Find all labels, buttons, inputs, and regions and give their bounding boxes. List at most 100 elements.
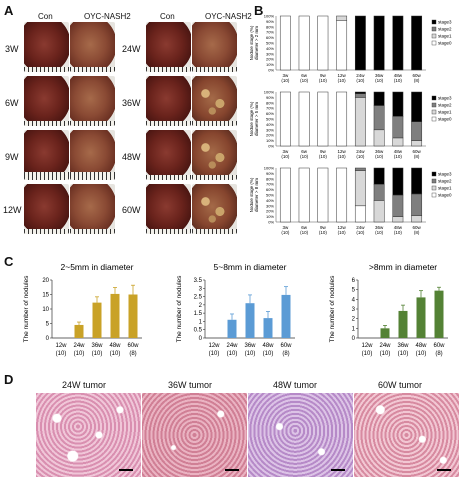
y-tick-label: 40% (266, 122, 274, 127)
legend-swatch-stage3 (431, 95, 437, 101)
x-tick-label: 3w (282, 149, 289, 154)
x-tick-label: 48w (394, 225, 403, 230)
bar-48w (110, 293, 120, 338)
row-label-9w: 9W (5, 152, 19, 162)
bar-36w-stage3 (373, 91, 385, 106)
y-tick-label: 15 (42, 293, 49, 299)
n-label: (10) (300, 78, 309, 83)
n-label: (10) (319, 78, 328, 83)
y-tick-label: 10 (42, 307, 49, 313)
x-tick-label: 36w (375, 225, 384, 230)
y-axis-label: diameter > 8 mm (254, 178, 259, 212)
bar-48w-stage1 (392, 137, 404, 147)
bar-9w-stage0 (317, 91, 329, 147)
panel-b-letter: B (254, 3, 264, 18)
x-tick-label: 24w (356, 73, 365, 78)
n-label: (10) (110, 351, 121, 357)
x-tick-label: 36w (375, 73, 384, 78)
bar-24w-stage2 (354, 93, 366, 98)
legend-swatch-stage0 (431, 116, 437, 122)
x-tick-label: 9w (320, 73, 327, 78)
bar-60w (434, 290, 444, 338)
bar-6w-stage0 (298, 167, 310, 223)
y-tick-label: 3 (352, 307, 356, 313)
chart-title: >8mm in diameter (369, 262, 437, 272)
panel-d-letter: D (4, 372, 14, 387)
n-label: (8) (282, 351, 289, 357)
x-tick-label: 6w (301, 225, 308, 230)
bar-60w-stage3 (411, 167, 423, 195)
y-tick-label: 80% (266, 100, 274, 105)
x-tick-label: 24w (356, 225, 365, 230)
y-tick-label: 0% (268, 220, 274, 225)
n-label: (10) (227, 351, 238, 357)
y-tick-label: 10% (266, 214, 274, 219)
liver-photo-nash-60w (192, 184, 237, 234)
bar-48w-stage2 (392, 194, 404, 217)
row-label-60w: 60W (122, 205, 141, 215)
legend-label-stage1: stage1 (438, 186, 452, 191)
x-tick-label: 3w (282, 225, 289, 230)
x-tick-label: 36w (91, 343, 103, 349)
n-label: (10) (281, 154, 290, 159)
bar-60w-stage1 (411, 140, 423, 147)
legend-label-stage3: stage3 (438, 20, 452, 25)
y-tick-label: 20% (266, 209, 274, 214)
liver-photo-con-12w (24, 184, 69, 234)
bar-chart-C2: 5~8mm in diameter The number of nodules 0 0… (176, 262, 295, 357)
y-tick-label: 70% (266, 182, 274, 187)
scale-bar-36w (225, 469, 239, 471)
legend-swatch-stage2 (431, 102, 437, 108)
legend-label-stage0: stage0 (438, 193, 452, 198)
legend-label-stage2: stage2 (438, 179, 452, 184)
bar-12w-stage0 (336, 20, 348, 71)
bar-60w-stage1 (411, 215, 423, 223)
legend-label-stage2: stage2 (438, 103, 452, 108)
n-label: (8) (414, 154, 420, 159)
panel-c-letter: C (4, 254, 14, 269)
liver-photo-nash-3w (70, 22, 115, 72)
legend-swatch-stage1 (431, 185, 437, 191)
liver-photo-nash-12w (70, 184, 115, 234)
x-tick-label: 24w (379, 343, 391, 349)
bar-24w (227, 319, 237, 338)
n-label: (10) (416, 351, 427, 357)
y-tick-label: 70% (266, 30, 274, 35)
n-label: (10) (375, 78, 384, 83)
y-tick-label: 90% (266, 19, 274, 24)
legend-swatch-stage1 (431, 109, 437, 115)
x-tick-label: 24w (226, 343, 238, 349)
y-tick-label: 0.5 (194, 328, 203, 334)
n-label: (8) (414, 230, 420, 235)
y-tick-label: 30% (266, 51, 274, 56)
x-tick-label: 12w (361, 343, 373, 349)
bar-36w (92, 302, 102, 338)
y-tick-label: 60% (266, 187, 274, 192)
x-tick-label: 60w (412, 73, 421, 78)
bar-24w-stage2 (354, 167, 366, 171)
x-tick-label: 60w (433, 343, 445, 349)
histology-label-36w: 36W tumor (168, 380, 213, 390)
bar-48w-stage3 (392, 91, 404, 117)
x-tick-label: 60w (127, 343, 139, 349)
n-label: (10) (394, 154, 403, 159)
bar-60w-stage3 (411, 15, 423, 71)
legend-label-stage2: stage2 (438, 27, 452, 32)
x-tick-label: 48w (415, 343, 427, 349)
y-tick-label: 4 (352, 297, 356, 303)
scale-bar-60w (437, 469, 451, 471)
n-label: (10) (74, 351, 85, 357)
n-label: (10) (338, 154, 347, 159)
bar-36w (398, 310, 408, 338)
y-tick-label: 100% (264, 90, 275, 95)
legend-swatch-stage1 (431, 33, 437, 39)
bar-60w-stage3 (411, 91, 423, 122)
x-tick-label: 36w (397, 343, 409, 349)
y-tick-label: 60% (266, 111, 274, 116)
y-tick-label: 0 (352, 336, 356, 342)
bar-48w-stage3 (392, 15, 404, 71)
bar-36w-stage3 (373, 15, 385, 71)
bar-24w (74, 324, 84, 338)
y-tick-label: 40% (266, 46, 274, 51)
